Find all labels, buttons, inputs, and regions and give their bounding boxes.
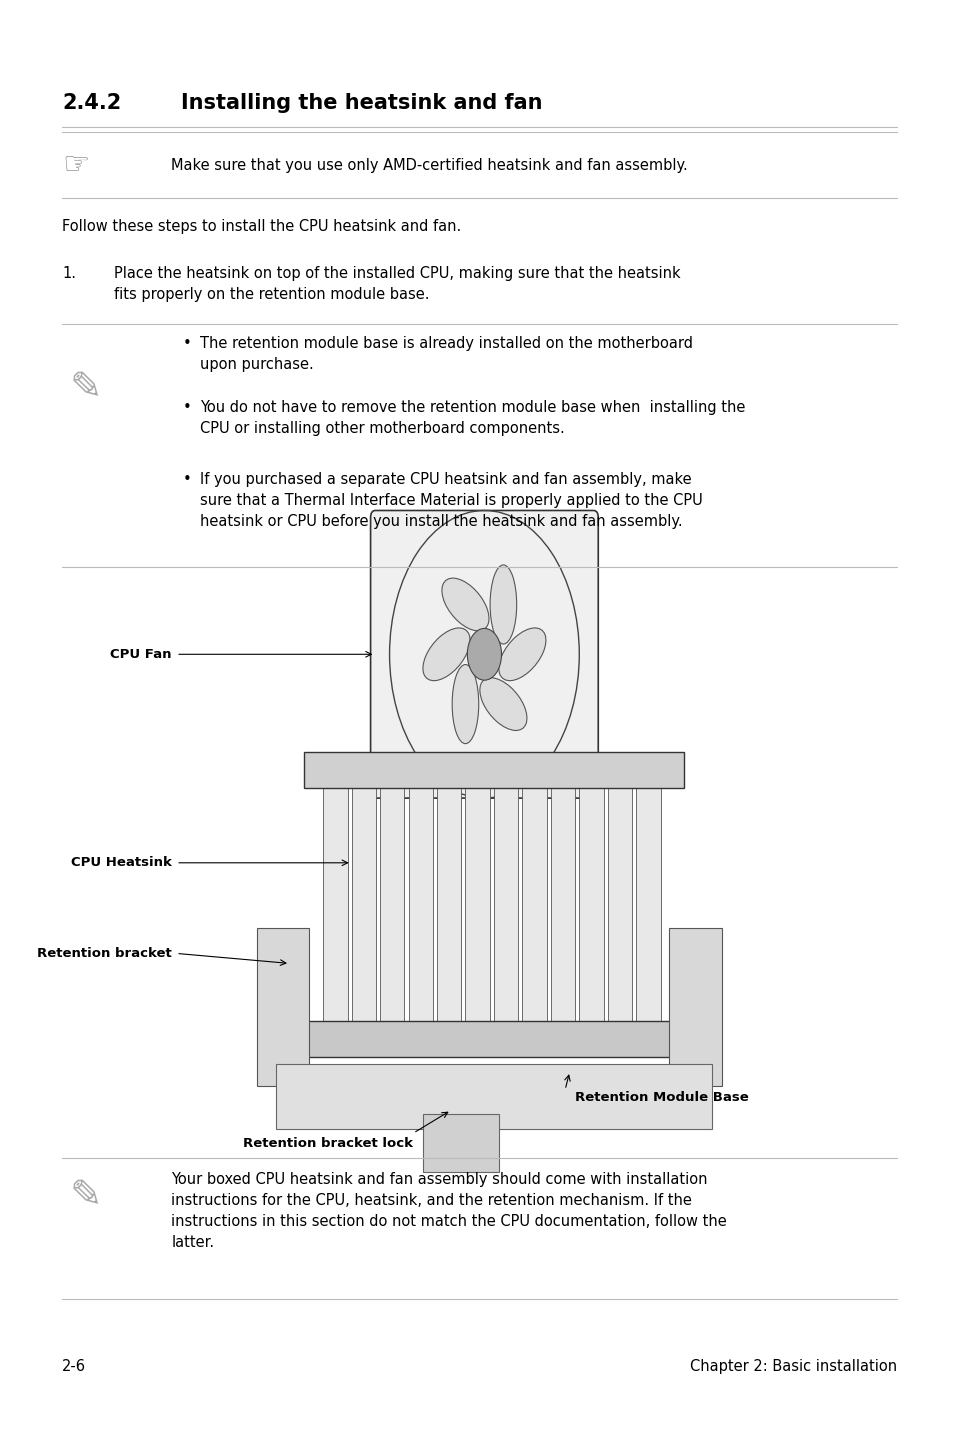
Text: ✎: ✎ [70, 370, 102, 407]
FancyBboxPatch shape [465, 788, 489, 1028]
FancyBboxPatch shape [550, 788, 575, 1028]
Text: Your boxed CPU heatsink and fan assembly should come with installation
instructi: Your boxed CPU heatsink and fan assembly… [172, 1172, 726, 1250]
Text: 2.4.2: 2.4.2 [62, 93, 121, 114]
Ellipse shape [422, 628, 470, 680]
Ellipse shape [490, 565, 517, 644]
Text: ☞: ☞ [63, 151, 91, 180]
Text: Installing the heatsink and fan: Installing the heatsink and fan [181, 93, 542, 114]
Text: If you purchased a separate CPU heatsink and fan assembly, make
sure that a Ther: If you purchased a separate CPU heatsink… [199, 472, 701, 529]
FancyBboxPatch shape [669, 928, 720, 1086]
FancyBboxPatch shape [607, 788, 632, 1028]
Text: •: • [183, 336, 192, 351]
FancyBboxPatch shape [408, 788, 433, 1028]
Text: •: • [183, 472, 192, 486]
Text: Chapter 2: Basic installation: Chapter 2: Basic installation [689, 1359, 896, 1373]
FancyBboxPatch shape [323, 788, 347, 1028]
FancyBboxPatch shape [578, 788, 603, 1028]
Text: ✎: ✎ [70, 1178, 102, 1215]
Text: The retention module base is already installed on the motherboard
upon purchase.: The retention module base is already ins… [199, 336, 692, 372]
FancyBboxPatch shape [290, 1021, 698, 1057]
FancyBboxPatch shape [494, 788, 517, 1028]
Text: •: • [183, 400, 192, 414]
FancyBboxPatch shape [636, 788, 659, 1028]
Ellipse shape [452, 664, 478, 743]
FancyBboxPatch shape [379, 788, 404, 1028]
Text: CPU Fan: CPU Fan [110, 647, 172, 661]
FancyBboxPatch shape [522, 788, 546, 1028]
Text: Retention bracket lock: Retention bracket lock [243, 1136, 413, 1150]
Text: Follow these steps to install the CPU heatsink and fan.: Follow these steps to install the CPU he… [62, 219, 461, 233]
FancyBboxPatch shape [370, 510, 598, 798]
Text: 1.: 1. [62, 266, 76, 280]
FancyBboxPatch shape [436, 788, 461, 1028]
Text: You do not have to remove the retention module base when  installing the
CPU or : You do not have to remove the retention … [199, 400, 744, 436]
Text: Place the heatsink on top of the installed CPU, making sure that the heatsink
fi: Place the heatsink on top of the install… [114, 266, 680, 302]
Text: CPU Heatsink: CPU Heatsink [71, 856, 172, 870]
FancyBboxPatch shape [256, 928, 309, 1086]
FancyBboxPatch shape [304, 752, 683, 788]
FancyBboxPatch shape [275, 1064, 711, 1129]
Text: Retention bracket: Retention bracket [36, 946, 172, 961]
FancyBboxPatch shape [422, 1114, 498, 1172]
Text: 2-6: 2-6 [62, 1359, 86, 1373]
Circle shape [467, 628, 501, 680]
Text: Retention Module Base: Retention Module Base [574, 1090, 747, 1104]
FancyBboxPatch shape [352, 788, 375, 1028]
Text: Make sure that you use only AMD-certified heatsink and fan assembly.: Make sure that you use only AMD-certifie… [172, 158, 687, 173]
Ellipse shape [498, 628, 545, 680]
Ellipse shape [441, 578, 489, 631]
Ellipse shape [479, 677, 526, 731]
